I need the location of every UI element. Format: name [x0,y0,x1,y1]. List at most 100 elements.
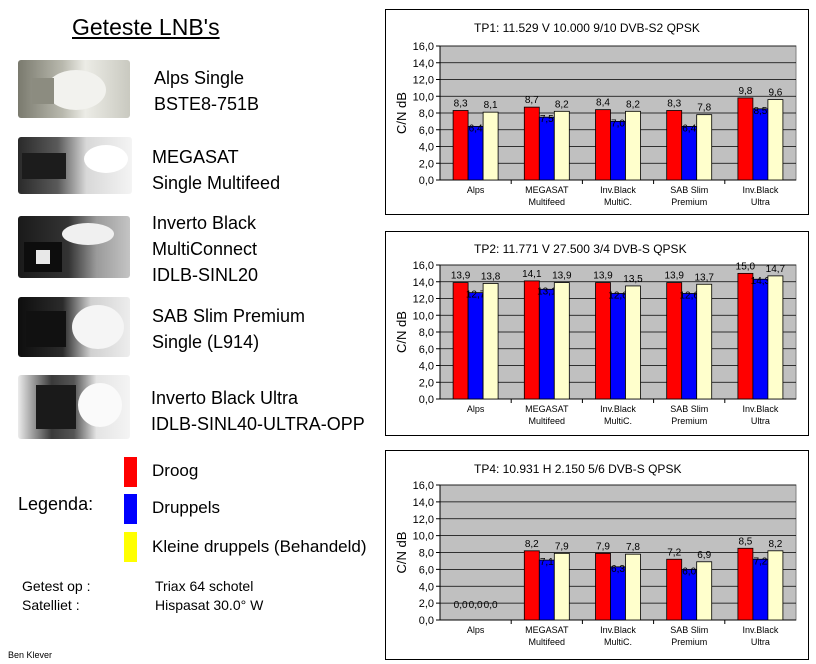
x-tick-label: Multifeed [529,637,566,647]
y-tick-label: 4,0 [419,142,434,154]
y-axis-label: C/N dB [394,532,409,574]
bar [523,106,540,181]
lnb-line-2: MultiConnect [152,239,258,259]
y-tick-label: 12,0 [413,294,434,306]
data-label: 7,8 [697,103,711,114]
data-label: 6,9 [697,550,711,561]
y-tick-label: 2,0 [419,158,434,170]
bar [696,283,713,400]
x-tick-label: Alps [467,625,485,635]
chart-tp4-svg: TP4: 10.931 H 2.150 5/6 DVB-S QPSK 0,0 2,0… [394,462,797,647]
lnb-name-line: SAB Slim Premium [152,306,306,326]
data-label: 13,8 [481,271,501,282]
data-label: 13,9 [593,271,613,282]
x-tick-label: Multifeed [529,197,566,207]
bar [625,285,641,400]
data-label: 7,2 [667,547,681,558]
bar [553,110,570,181]
data-label: 8,7 [525,95,539,106]
tested-on-value: Triax 64 schotel [155,578,254,594]
bar [467,292,484,400]
x-tick-label: Inv.Black [742,404,778,414]
satellite-label: Satelliet : [22,597,80,613]
legend-label-druppels: Druppels [152,498,221,517]
data-label: 8,2 [768,539,782,550]
y-tick-label: 8,0 [419,327,434,339]
bar [452,110,469,181]
chart-tp1-svg: TP1: 11.529 V 10.000 9/10 DVB-S2 QPSK 0,0… [394,21,797,207]
data-label: 13,9 [552,271,572,282]
chart-title: TP4: 10.931 H 2.150 5/6 DVB-S QPSK [474,462,681,476]
data-label: 8,3 [454,98,468,109]
legend-label-kleine-druppels: Kleine druppels (Behandeld) [152,537,367,556]
lnb-name-line: Alps Single [154,68,245,88]
bar [538,288,555,400]
bar [767,99,784,181]
chart-tp2: TP2: 11.771 V 27.500 3/4 DVB-S QPSK 0,0 2,… [385,231,809,436]
bar [752,558,769,621]
data-label: 7,0 [611,118,625,129]
x-tick-label: MultiC. [604,637,632,647]
bar [538,116,555,181]
chart-tp1: TP1: 11.529 V 10.000 9/10 DVB-S2 QPSK 0,0… [385,9,809,215]
data-label: 13,1 [537,286,557,297]
bar [553,282,570,400]
lnb-model-line: IDLB-SINL40-ULTRA-OPP [151,414,365,434]
y-tick-label: 6,0 [419,344,434,356]
bar [625,553,641,621]
y-tick-label: 4,0 [419,361,434,373]
lnb-name-line: MEGASAT [152,147,239,167]
x-tick-label: MultiC. [604,416,632,426]
bar [752,278,769,400]
x-tick-label: Inv.Black [600,185,636,195]
y-axis-label: C/N dB [394,92,409,134]
y-tick-label: 8,0 [419,108,434,120]
bar [610,120,626,181]
data-label: 7,1 [540,557,554,568]
x-tick-label: MEGASAT [525,625,569,635]
data-label: 0,0 [469,600,483,611]
data-label: 7,5 [540,114,554,125]
x-tick-label: Alps [467,185,485,195]
y-tick-label: 6,0 [419,564,434,576]
legend-swatch-druppels [124,494,137,524]
y-axis-label: C/N dB [394,311,409,353]
lnb-photo-inverto-ultra [18,375,130,439]
bar [681,293,698,400]
data-label: 14,3 [751,276,771,287]
data-label: 13,5 [623,274,643,285]
data-label: 8,2 [555,99,569,110]
bar [737,547,754,621]
y-tick-label: 10,0 [413,531,434,543]
bar [681,126,698,181]
lnb-name-line: Inverto Black [152,213,257,233]
x-tick-label: Inv.Black [600,404,636,414]
data-label: 7,8 [626,542,640,553]
bar [696,561,713,621]
data-label: 14,7 [766,264,786,275]
bar [523,280,540,400]
data-label: 8,1 [484,100,498,111]
tested-on-label: Getest op : [22,578,91,594]
bar [610,293,626,400]
y-tick-label: 0,0 [419,615,434,627]
data-label: 9,6 [768,88,782,99]
lnb-photo-sab [18,297,130,357]
data-label: 6,0 [682,566,696,577]
lnb-model-line: BSTE8-751B [154,94,260,114]
data-label: 0,0 [484,600,498,611]
lnb-model-line: IDLB-SINL20 [152,265,259,285]
y-tick-label: 14,0 [413,277,434,289]
lnb-model-line: Single Multifeed [152,173,281,193]
author-credit: Ben Klever [8,650,53,660]
x-tick-label: Premium [671,416,707,426]
data-label: 12,6 [608,290,628,301]
chart-tp2-svg: TP2: 11.771 V 27.500 3/4 DVB-S QPSK 0,0 2,… [394,242,797,426]
y-tick-label: 14,0 [413,497,434,509]
y-tick-label: 0,0 [419,175,434,187]
bar [482,283,499,400]
data-label: 13,7 [694,272,714,283]
lnb-photo-inverto-multiconnect [18,216,130,278]
bar [482,111,499,181]
y-tick-label: 6,0 [419,125,434,137]
